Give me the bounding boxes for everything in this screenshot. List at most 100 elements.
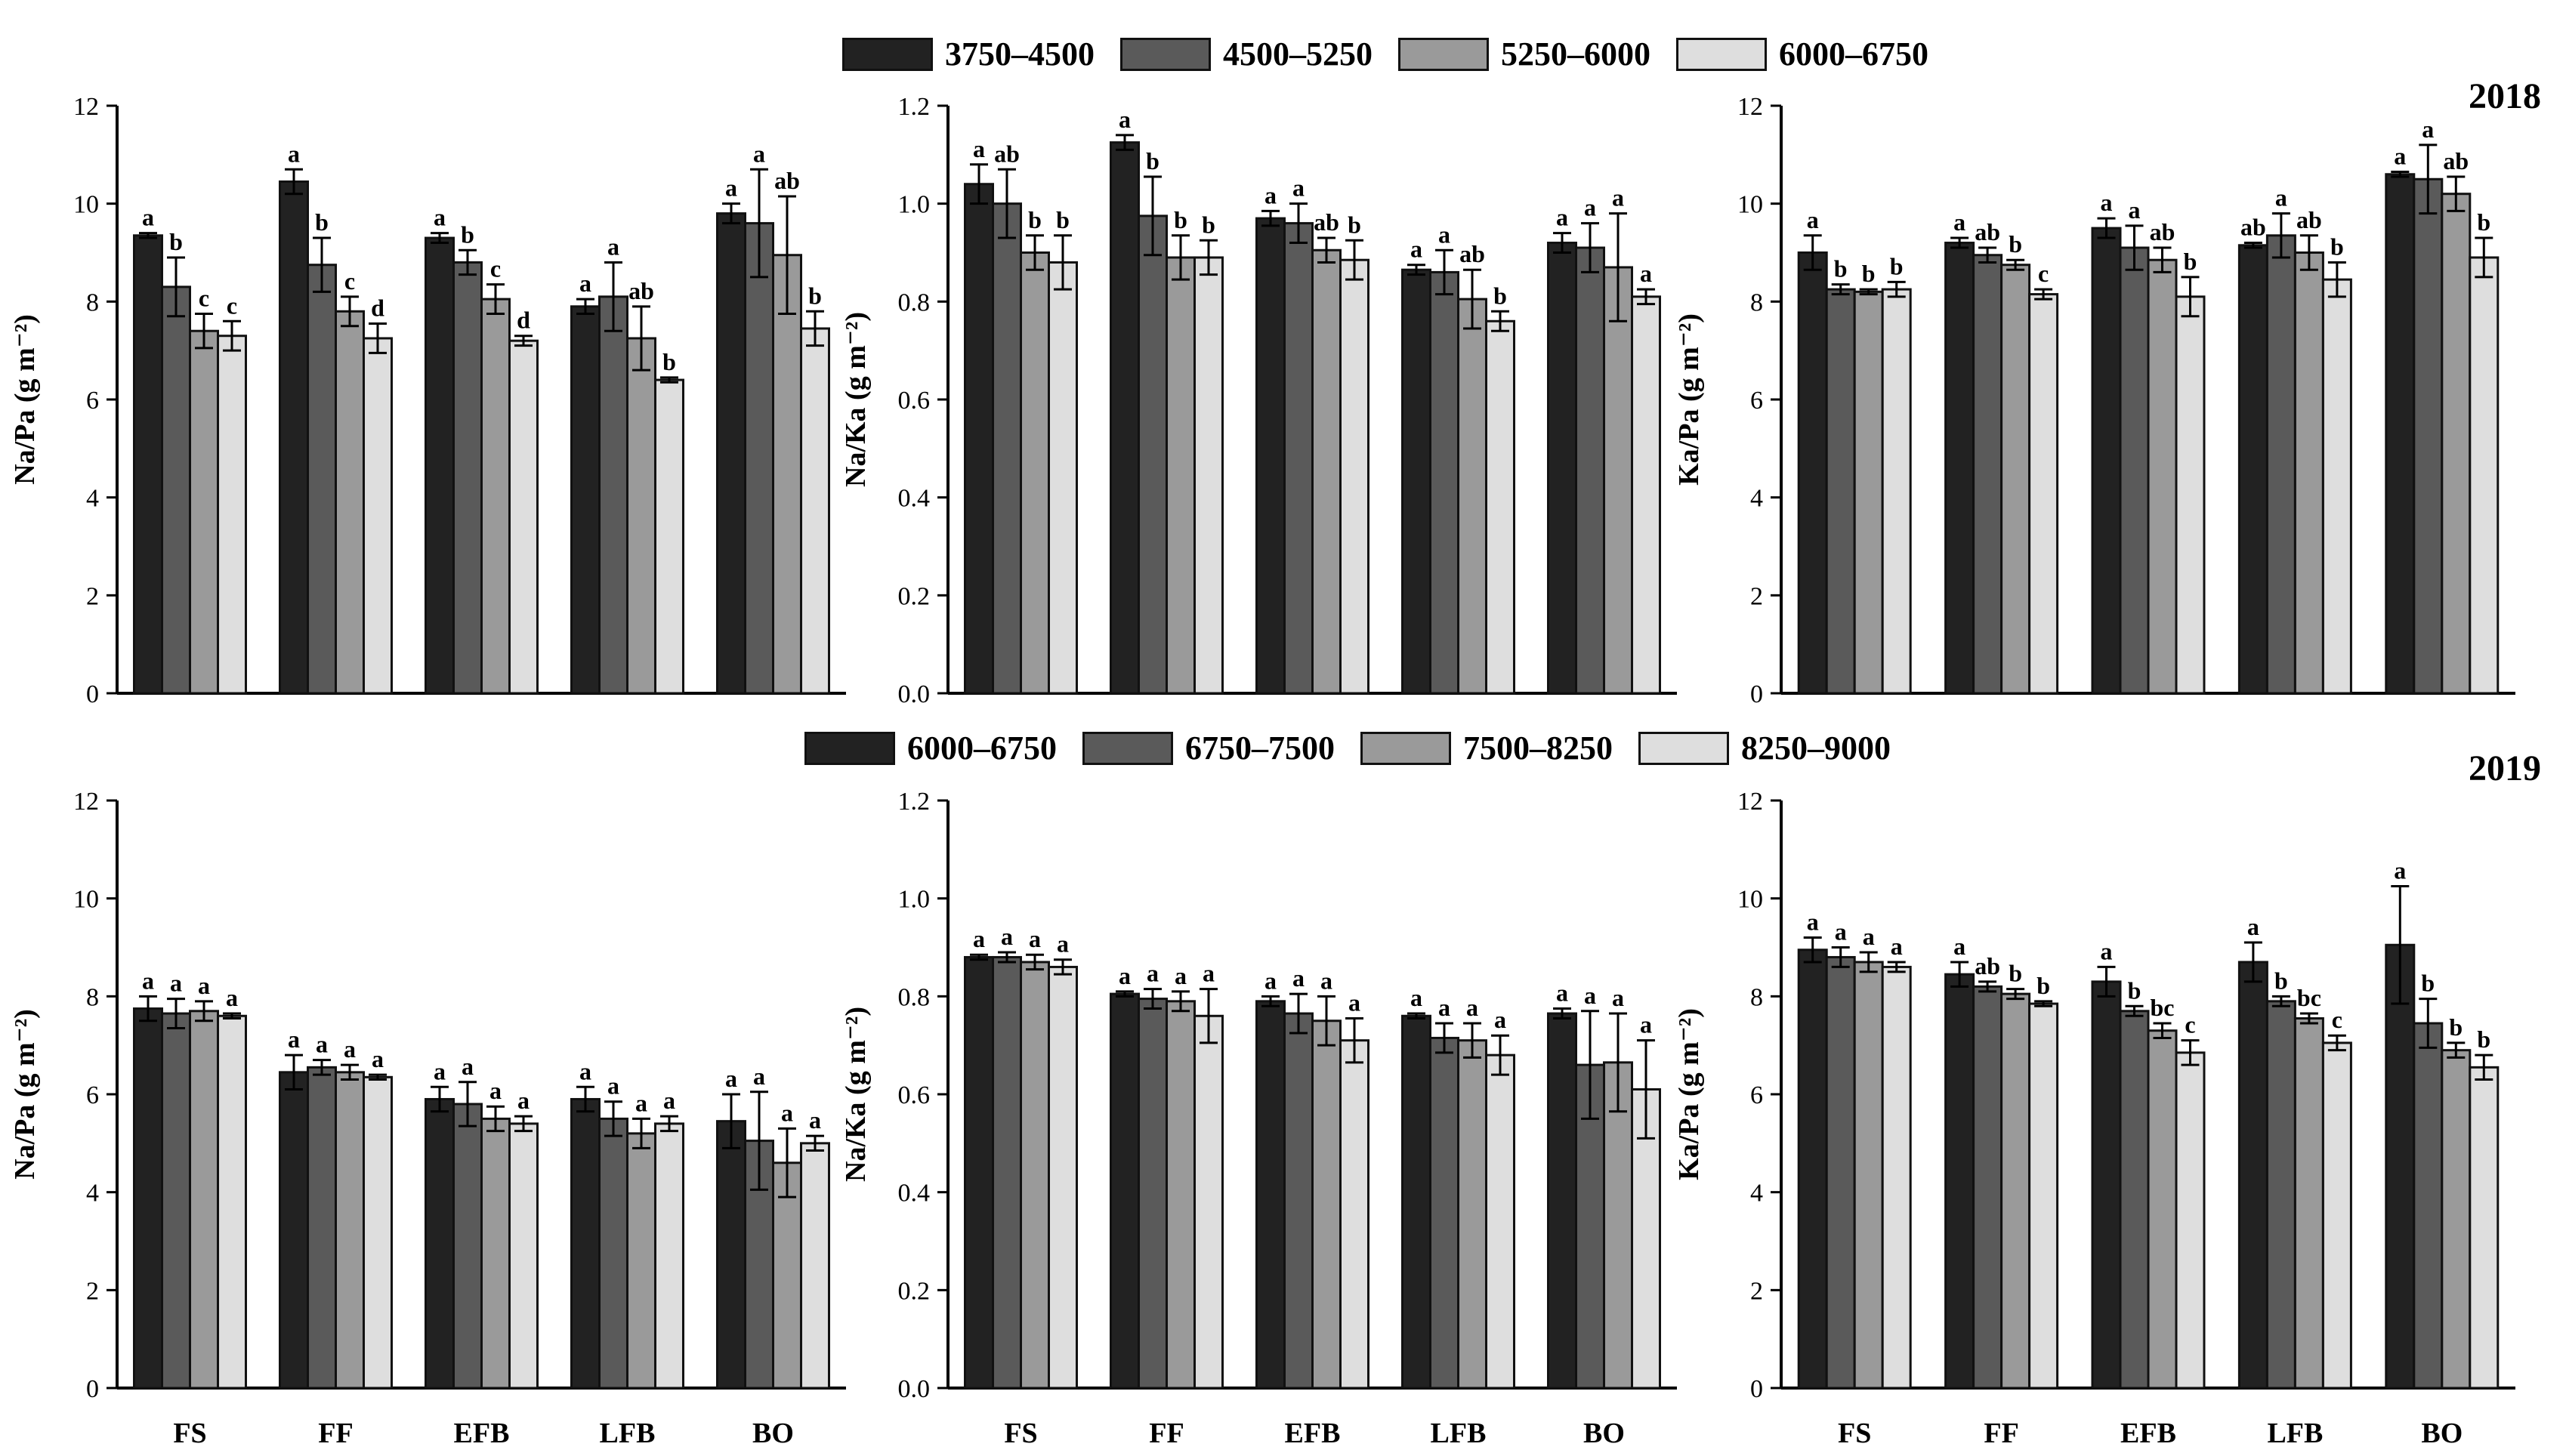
significance-letter: a — [1438, 221, 1450, 248]
bar — [307, 1066, 337, 1390]
legend-swatch — [1082, 731, 1173, 765]
bar — [626, 337, 656, 695]
y-tick-label: 10 — [73, 191, 99, 219]
significance-letter: ab — [628, 277, 654, 304]
significance-letter: c — [199, 285, 209, 312]
bar — [1797, 949, 1828, 1390]
y-tick-label: 12 — [73, 788, 99, 816]
bar — [1972, 254, 2003, 695]
significance-letter: b — [2128, 976, 2141, 1004]
bar — [964, 955, 994, 1390]
significance-letter: a — [434, 1057, 446, 1084]
bar — [2237, 961, 2268, 1390]
y-tick-label: 0.4 — [898, 485, 931, 513]
legend-label: 5250–6000 — [1501, 35, 1650, 72]
significance-letter: a — [1863, 923, 1875, 950]
x-tick-label: FF — [1984, 1417, 2018, 1449]
bar — [2293, 1017, 2324, 1390]
bar — [189, 1010, 219, 1390]
y-tick-label: 1.2 — [898, 93, 931, 121]
significance-letter: ab — [2240, 214, 2266, 241]
significance-letter: a — [2394, 143, 2406, 170]
significance-letter: a — [2394, 856, 2406, 884]
significance-letter: a — [1057, 930, 1069, 958]
legend-label: 6000–6750 — [907, 730, 1057, 767]
bar — [772, 254, 802, 695]
bar — [363, 337, 393, 695]
y-tick-label: 12 — [1737, 788, 1763, 816]
bar — [654, 1122, 684, 1390]
bar — [1485, 319, 1515, 695]
bar — [1853, 290, 1884, 695]
significance-letter: a — [753, 1063, 765, 1090]
significance-letter: a — [1438, 994, 1450, 1021]
legend-swatch — [1360, 731, 1451, 765]
y-axis-label: Na/Pa (g m⁻²) — [9, 1009, 41, 1180]
y-tick-label: 0 — [1750, 1375, 1763, 1403]
y-tick-label: 0.2 — [898, 1277, 931, 1305]
significance-letter: a — [579, 1057, 591, 1084]
legend-item: 6750–7500 — [1082, 729, 1335, 767]
bar — [335, 1071, 365, 1390]
legend-swatch — [1120, 37, 1211, 71]
y-tick-label: 0.6 — [898, 387, 931, 415]
significance-letter: b — [1146, 147, 1159, 174]
bar — [279, 180, 309, 695]
significance-letter: a — [579, 270, 591, 297]
significance-letter: b — [2449, 1013, 2463, 1041]
significance-letter: a — [434, 204, 446, 231]
bar — [2441, 193, 2472, 695]
significance-letter: a — [198, 972, 210, 999]
bar — [133, 1007, 163, 1390]
bar — [1283, 1012, 1314, 1390]
y-axis-label: Na/Ka (g m⁻²) — [840, 312, 872, 487]
bar — [2091, 227, 2122, 695]
y-axis-label: Na/Pa (g m⁻²) — [9, 314, 41, 485]
bar — [2175, 1051, 2206, 1390]
bar — [2385, 173, 2416, 695]
significance-letter: a — [226, 984, 238, 1011]
legend-label: 6000–6750 — [1779, 35, 1928, 72]
significance-letter: a — [635, 1089, 647, 1116]
bar — [2441, 1049, 2472, 1390]
significance-letter: ab — [2443, 147, 2469, 174]
significance-letter: a — [1807, 908, 1819, 936]
legend-swatch — [842, 37, 933, 71]
x-tick-label: FS — [1004, 1417, 1037, 1449]
bar — [1166, 1000, 1196, 1390]
x-tick-label: BO — [752, 1417, 794, 1449]
significance-letter: b — [2421, 970, 2435, 997]
bar — [2265, 1000, 2296, 1390]
significance-letter: a — [1612, 984, 1624, 1011]
significance-letter: a — [344, 1035, 356, 1063]
bar — [2413, 177, 2444, 695]
bar — [1631, 295, 1661, 695]
bar — [189, 329, 219, 695]
significance-letter: a — [2247, 913, 2259, 940]
bar — [1166, 256, 1196, 695]
significance-letter: b — [1862, 260, 1876, 287]
significance-letter: d — [517, 307, 530, 334]
x-tick-label: FS — [173, 1417, 206, 1449]
legend-item: 3750–4500 — [842, 35, 1095, 73]
y-tick-label: 4 — [86, 485, 99, 513]
x-tick-label: LFB — [2267, 1417, 2323, 1449]
x-tick-label: BO — [2421, 1417, 2463, 1449]
significance-letter: a — [1953, 208, 1965, 236]
significance-letter: a — [1556, 204, 1568, 231]
bar — [1048, 965, 1078, 1390]
significance-letter: a — [753, 140, 765, 167]
significance-letter: a — [2422, 116, 2434, 143]
significance-letter: a — [781, 1099, 793, 1126]
bar — [425, 1097, 455, 1390]
significance-letter: a — [517, 1087, 530, 1114]
bar — [307, 264, 337, 695]
significance-letter: a — [1494, 1006, 1506, 1033]
significance-letter: ab — [994, 140, 1020, 167]
legend-swatch — [1676, 37, 1767, 71]
significance-letter: ab — [1975, 952, 2000, 979]
significance-letter: b — [461, 221, 474, 248]
significance-letter: ab — [1459, 240, 1485, 267]
x-tick-label: FF — [318, 1417, 353, 1449]
bar — [1881, 288, 1912, 695]
